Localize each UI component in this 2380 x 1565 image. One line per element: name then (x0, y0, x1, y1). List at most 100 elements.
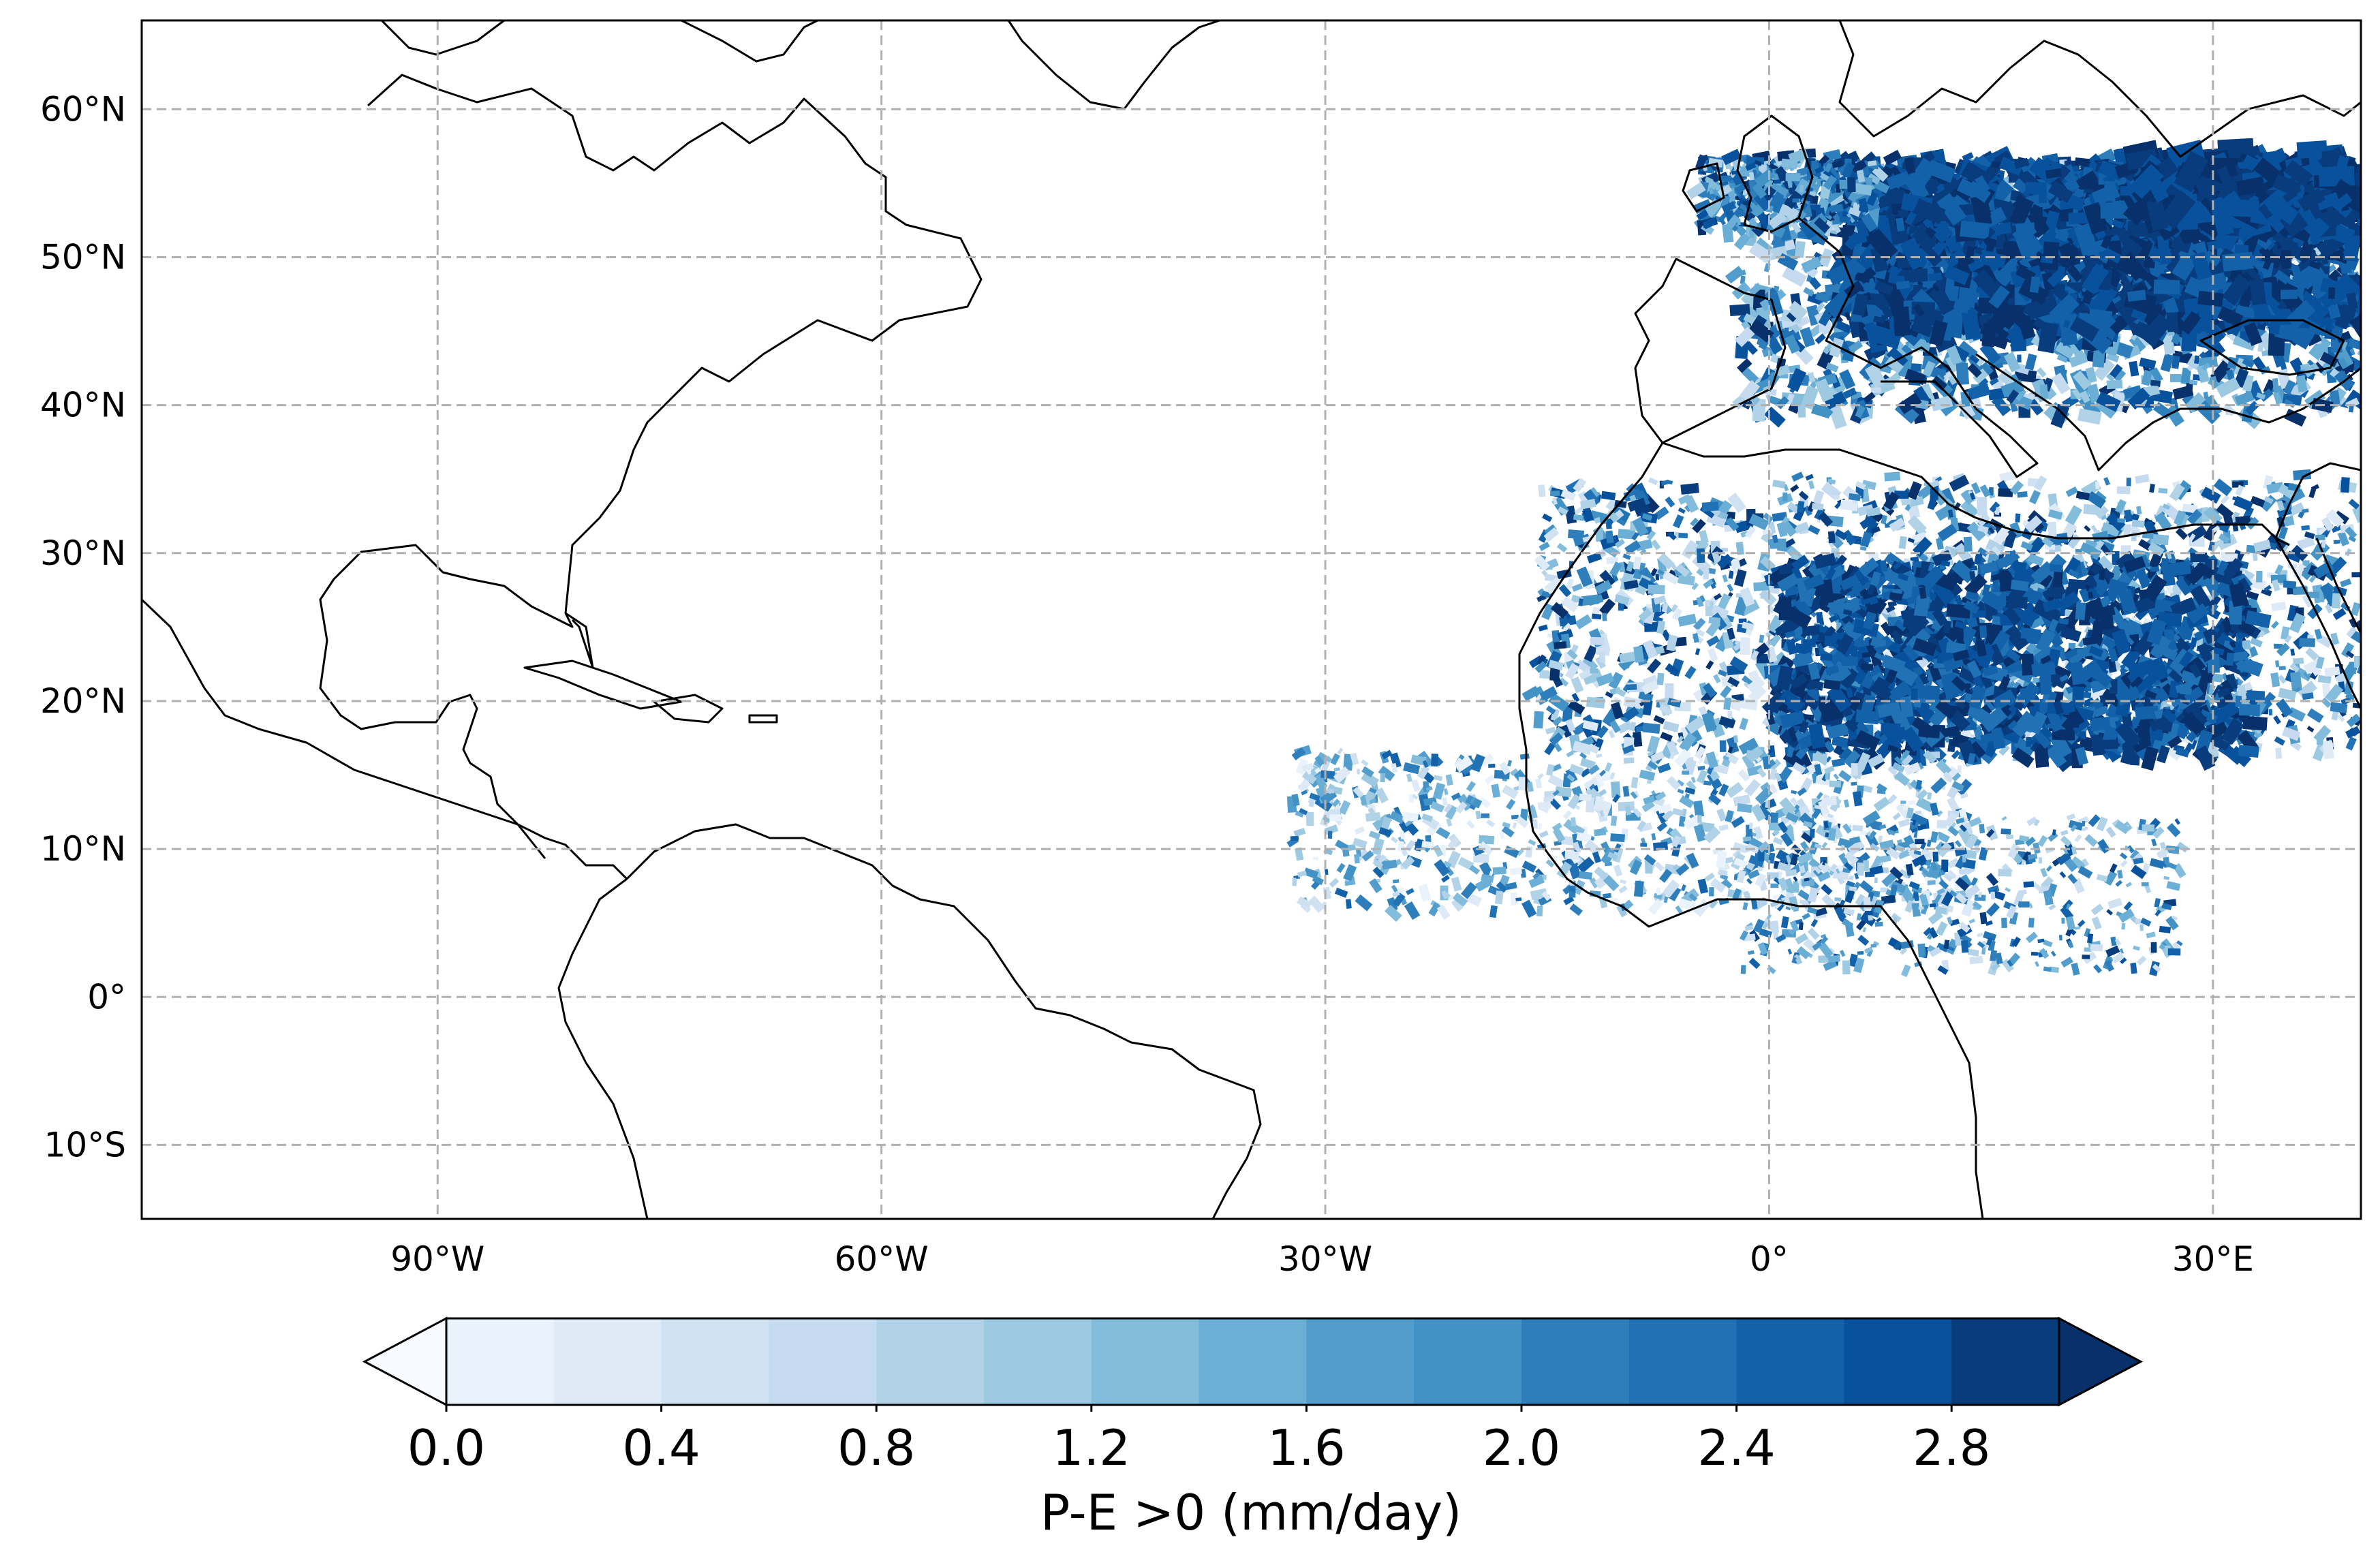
field-cell (2074, 157, 2090, 167)
field-cell (2079, 390, 2090, 403)
field-cell (2275, 747, 2283, 759)
field-cell (2077, 408, 2102, 425)
field-cell (2272, 391, 2283, 405)
field-cell (1797, 403, 1806, 418)
field-cell (1960, 220, 1990, 240)
field-cell (1842, 387, 1857, 399)
field-cell (1978, 377, 1989, 388)
field-cell (2028, 399, 2044, 416)
field-cell (2126, 478, 2131, 486)
field-cell (1904, 268, 1928, 283)
field-cell (1989, 377, 1999, 386)
field-cell (2037, 367, 2047, 378)
field-cell (2106, 379, 2123, 390)
field-cell (2069, 339, 2085, 359)
field-cell (1719, 740, 1727, 752)
field-cell (2278, 666, 2286, 670)
field-cell (1870, 387, 1881, 393)
field-cell (2093, 358, 2116, 382)
field-cell (2150, 379, 2161, 387)
field-cell (1892, 306, 1911, 337)
field-cell (1794, 241, 1806, 258)
field-cell (2203, 391, 2209, 401)
field-cell (2221, 251, 2254, 272)
field-cell (1725, 266, 1745, 284)
field-cell (2104, 181, 2116, 202)
field-cell (2160, 353, 2174, 373)
field-cell (2017, 354, 2022, 363)
field-cell (2268, 709, 2273, 716)
field-cell (2116, 486, 2131, 495)
field-cell (2015, 222, 2035, 234)
field-cell (2114, 369, 2127, 383)
field-cell (2141, 369, 2153, 386)
field-cell (2252, 356, 2267, 373)
field-cell (2153, 279, 2180, 295)
field-cell (1742, 367, 1759, 384)
field-cell (1749, 230, 1754, 238)
field-cell (2017, 491, 2028, 498)
field-cell (1665, 683, 1674, 700)
field-cell (2196, 365, 2210, 384)
field-cell (1782, 265, 1808, 288)
field-cell (2025, 182, 2047, 194)
field-cell (1787, 367, 1807, 392)
field-cell (2169, 374, 2185, 382)
field-cell (1590, 636, 1605, 645)
field-cell (1655, 574, 1660, 580)
field-cell (2056, 354, 2069, 363)
field-cell (2051, 373, 2071, 394)
field-cell (2237, 161, 2251, 170)
field-cell (1915, 322, 1930, 331)
field-cell (2180, 367, 2192, 385)
field-cell (2042, 241, 2060, 270)
field-cell (1799, 326, 1816, 348)
field-cell (1934, 335, 1958, 353)
field-cell (2308, 335, 2332, 360)
field-cell (2346, 389, 2361, 413)
field-cell (2228, 199, 2259, 217)
map-area (140, 19, 2362, 1220)
field-cell (2290, 672, 2302, 692)
field-cell (2281, 290, 2298, 300)
field-cell (2194, 355, 2199, 365)
field-cell (2257, 342, 2264, 352)
field-cell (2333, 540, 2340, 544)
field-cell (1550, 490, 1560, 497)
field-cell (2158, 488, 2168, 494)
field-cell (1814, 292, 1830, 304)
field-cell (2050, 403, 2069, 429)
field-cell (1825, 362, 1839, 373)
field-cell (2106, 352, 2120, 362)
field-cell (1633, 731, 1643, 747)
field-cell (1784, 327, 1789, 336)
field-cell (1737, 358, 1752, 373)
field-cell (2189, 379, 2198, 386)
field-cell (2100, 202, 2130, 219)
field-cell (1810, 377, 1819, 389)
field-cell (1814, 333, 1826, 345)
field-cell (1822, 343, 1834, 355)
field-cell (1967, 383, 1991, 400)
field-cell (1963, 536, 1973, 552)
field-cell (2328, 287, 2336, 299)
field-cell (1727, 711, 1733, 719)
precip-field-layer (1286, 138, 2361, 978)
field-cell (1735, 269, 1746, 277)
field-cell (2085, 367, 2097, 384)
field-cell (1979, 341, 2001, 365)
field-cell (2204, 342, 2226, 362)
field-cell (2003, 352, 2021, 373)
field-cell (2106, 373, 2115, 382)
field-cell (1981, 362, 1994, 375)
field-cell (2351, 572, 2361, 578)
field-cell (1884, 471, 1901, 482)
field-cell (2087, 384, 2101, 403)
field-cell (1816, 302, 1825, 312)
field-cell (2129, 360, 2139, 377)
field-cell (2256, 570, 2263, 583)
field-cell (2281, 249, 2292, 269)
field-cell (2171, 355, 2180, 369)
field-cell (1996, 236, 2005, 250)
